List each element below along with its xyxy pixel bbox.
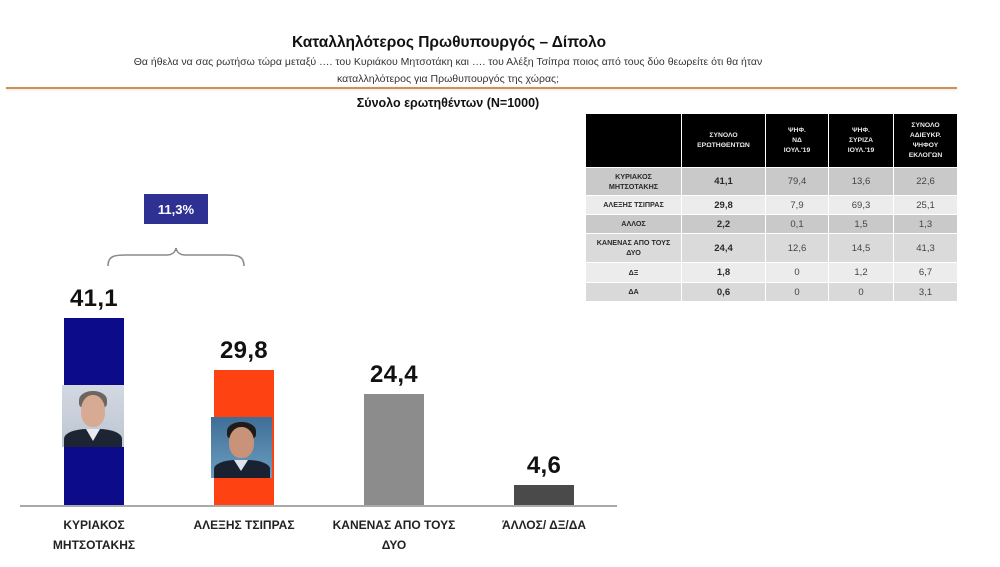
row-label: ΚΑΝΕΝΑΣ ΑΠΟ ΤΟΥΣ ΔΥΟ	[585, 233, 682, 263]
table-cell: 29,8	[681, 195, 766, 215]
table-cell: 24,4	[681, 233, 766, 263]
table-header-cell: ΣΥΝΟΛΟ ΑΔΙΕΥΚΡ. ΨΗΦΟΥ ΕΚΛΟΓΩΝ	[893, 113, 958, 168]
table-cell: 0,6	[681, 282, 766, 302]
table-cell: 2,2	[681, 214, 766, 234]
difference-annotation-badge: 11,3%	[144, 194, 208, 224]
row-label: ΑΛΛΟΣ	[585, 214, 682, 234]
category-label-mitsotakis: ΚΥΡΙΑΚΟΣ ΜΗΤΣΟΤΑΚΗΣ	[52, 518, 136, 552]
sample-base-label: Σύνολο ερωτηθέντων (N=1000)	[356, 96, 540, 110]
table-cell: 0	[765, 282, 829, 302]
bar-group-other: 4,6	[514, 452, 574, 506]
table-header-cell: ΨΗΦ. ΝΔ ΙΟΥΛ.'19	[765, 113, 829, 168]
table-cell: 22,6	[893, 167, 958, 196]
row-label: ΔΞ	[585, 262, 682, 283]
header-divider	[6, 87, 957, 89]
table-header-cell: ΣΥΝΟΛΟ ΕΡΩΤΗΘΕΝΤΩΝ	[681, 113, 766, 168]
bar-none-of-two	[364, 394, 424, 506]
table-cell: 14,5	[828, 233, 894, 263]
table-header-row: ΣΥΝΟΛΟ ΕΡΩΤΗΘΕΝΤΩΝ ΨΗΦ. ΝΔ ΙΟΥΛ.'19 ΨΗΦ.…	[585, 113, 958, 168]
table-row: ΚΑΝΕΝΑΣ ΑΠΟ ΤΟΥΣ ΔΥΟ 24,4 12,6 14,5 41,3	[585, 233, 958, 263]
table-cell: 12,6	[765, 233, 829, 263]
bar-value-label: 29,8	[220, 336, 268, 364]
table-cell: 79,4	[765, 167, 829, 196]
table-header-cell	[585, 113, 682, 168]
bar-group-none: 24,4	[364, 361, 424, 506]
table-cell: 13,6	[828, 167, 894, 196]
bar-value-label: 41,1	[70, 285, 118, 313]
crosstab-table: ΣΥΝΟΛΟ ΕΡΩΤΗΘΕΝΤΩΝ ΨΗΦ. ΝΔ ΙΟΥΛ.'19 ΨΗΦ.…	[585, 113, 958, 302]
chart-title: Καταλληλότερος Πρωθυπουργός – Δίπολο	[291, 34, 607, 51]
table-cell: 1,5	[828, 214, 894, 234]
bar-value-label: 24,4	[370, 361, 418, 389]
x-axis-line	[20, 505, 617, 507]
table-cell: 0	[765, 262, 829, 283]
table-row: ΔΞ 1,8 0 1,2 6,7	[585, 262, 958, 283]
table-cell: 6,7	[893, 262, 958, 283]
portrait-mitsotakis-image	[62, 385, 124, 447]
table-cell: 7,9	[765, 195, 829, 215]
table-cell: 1,2	[828, 262, 894, 283]
table-cell: 3,1	[893, 282, 958, 302]
portrait-tsipras-image	[211, 417, 272, 478]
row-label: ΑΛΕΞΗΣ ΤΣΙΠΡΑΣ	[585, 195, 682, 215]
table-cell: 41,3	[893, 233, 958, 263]
table-cell: 41,1	[681, 167, 766, 196]
table-row: ΚΥΡΙΑΚΟΣ ΜΗΤΣΟΤΑΚΗΣ 41,1 79,4 13,6 22,6	[585, 167, 958, 196]
curly-brace-icon	[107, 247, 245, 267]
table-header-cell: ΨΗΦ. ΣΥΡΙΖΑ ΙΟΥΛ.'19	[828, 113, 894, 168]
table-cell: 1,8	[681, 262, 766, 283]
category-label-none: ΚΑΝΕΝΑΣ ΑΠΟ ΤΟΥΣ ΔΥΟ	[332, 518, 456, 552]
table-cell: 69,3	[828, 195, 894, 215]
question-text-line1: Θα ήθελα να σας ρωτήσω τώρα μεταξύ …. το…	[133, 56, 763, 68]
table-row: ΑΛΕΞΗΣ ΤΣΙΠΡΑΣ 29,8 7,9 69,3 25,1	[585, 195, 958, 215]
table-cell: 1,3	[893, 214, 958, 234]
question-text-line2: καταλληλότερος για Πρωθυπουργός της χώρα…	[336, 73, 560, 85]
table-row: ΑΛΛΟΣ 2,2 0,1 1,5 1,3	[585, 214, 958, 234]
row-label: ΚΥΡΙΑΚΟΣ ΜΗΤΣΟΤΑΚΗΣ	[585, 167, 682, 196]
table-row: ΔΑ 0,6 0 0 3,1	[585, 282, 958, 302]
bar-value-label: 4,6	[526, 451, 562, 479]
table-cell: 0	[828, 282, 894, 302]
category-label-other: ΆΛΛΟΣ/ ΔΞ/ΔΑ	[501, 518, 587, 532]
table-cell: 25,1	[893, 195, 958, 215]
row-label: ΔΑ	[585, 282, 682, 302]
category-label-tsipras: ΑΛΕΞΗΣ ΤΣΙΠΡΑΣ	[193, 518, 295, 532]
bar-other-dk-na	[514, 484, 574, 506]
table-cell: 0,1	[765, 214, 829, 234]
